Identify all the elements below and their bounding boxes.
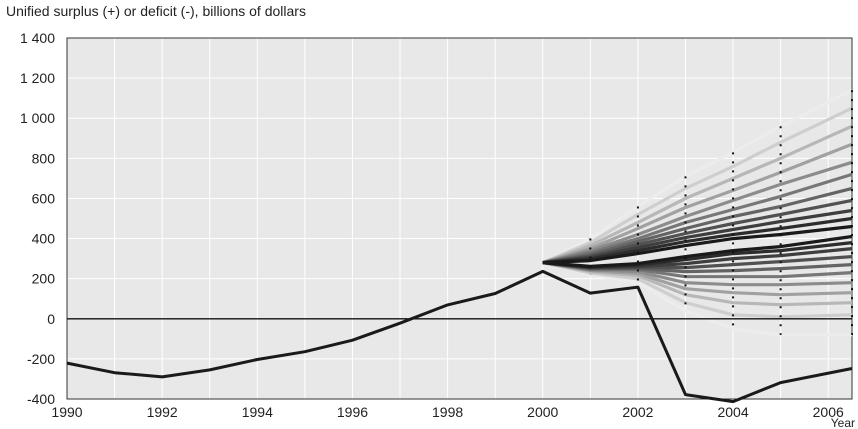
x-tick-label: 1998 xyxy=(432,404,463,420)
plot-area xyxy=(67,38,852,399)
y-tick-label: 400 xyxy=(32,231,56,247)
y-tick-label: 1 000 xyxy=(20,110,55,126)
x-tick-label: 1994 xyxy=(242,404,273,420)
projection-upper-line-3 xyxy=(542,124,853,265)
projection-dot-markers xyxy=(589,90,853,335)
projection-upper-line-5 xyxy=(542,160,853,265)
projection-upper-line-2 xyxy=(542,106,853,265)
y-tick-label: 1 200 xyxy=(20,70,55,86)
x-tick-label: 2002 xyxy=(622,404,653,420)
x-tick-label: 1996 xyxy=(337,404,368,420)
y-tick-labels: -400 -200 0 200 400 600 800 1 000 1 200 1 400 xyxy=(20,30,55,407)
x-tick-label: 2004 xyxy=(717,404,748,420)
y-tick-label: 200 xyxy=(32,271,56,287)
y-tick-label: -200 xyxy=(27,351,55,367)
y-axis-title: Unified surplus (+) or deficit (-), bill… xyxy=(6,3,306,19)
x-axis-title: Year xyxy=(831,416,855,429)
y-tick-label: 0 xyxy=(47,311,55,327)
x-tick-labels: 1990 1992 1994 1996 1998 2000 2002 2004 2006 xyxy=(51,404,844,420)
x-tick-label: 1992 xyxy=(147,404,178,420)
actual-series-line xyxy=(66,269,853,404)
x-tick-label: 2000 xyxy=(527,404,558,420)
x-tick-label: 1990 xyxy=(51,404,82,420)
y-tick-label: 1 400 xyxy=(20,30,55,46)
y-tick-label: 800 xyxy=(32,150,56,166)
x-tick-label: 2006 xyxy=(813,404,844,420)
y-tick-label: 600 xyxy=(32,190,56,206)
y-tick-label: -400 xyxy=(27,391,55,407)
